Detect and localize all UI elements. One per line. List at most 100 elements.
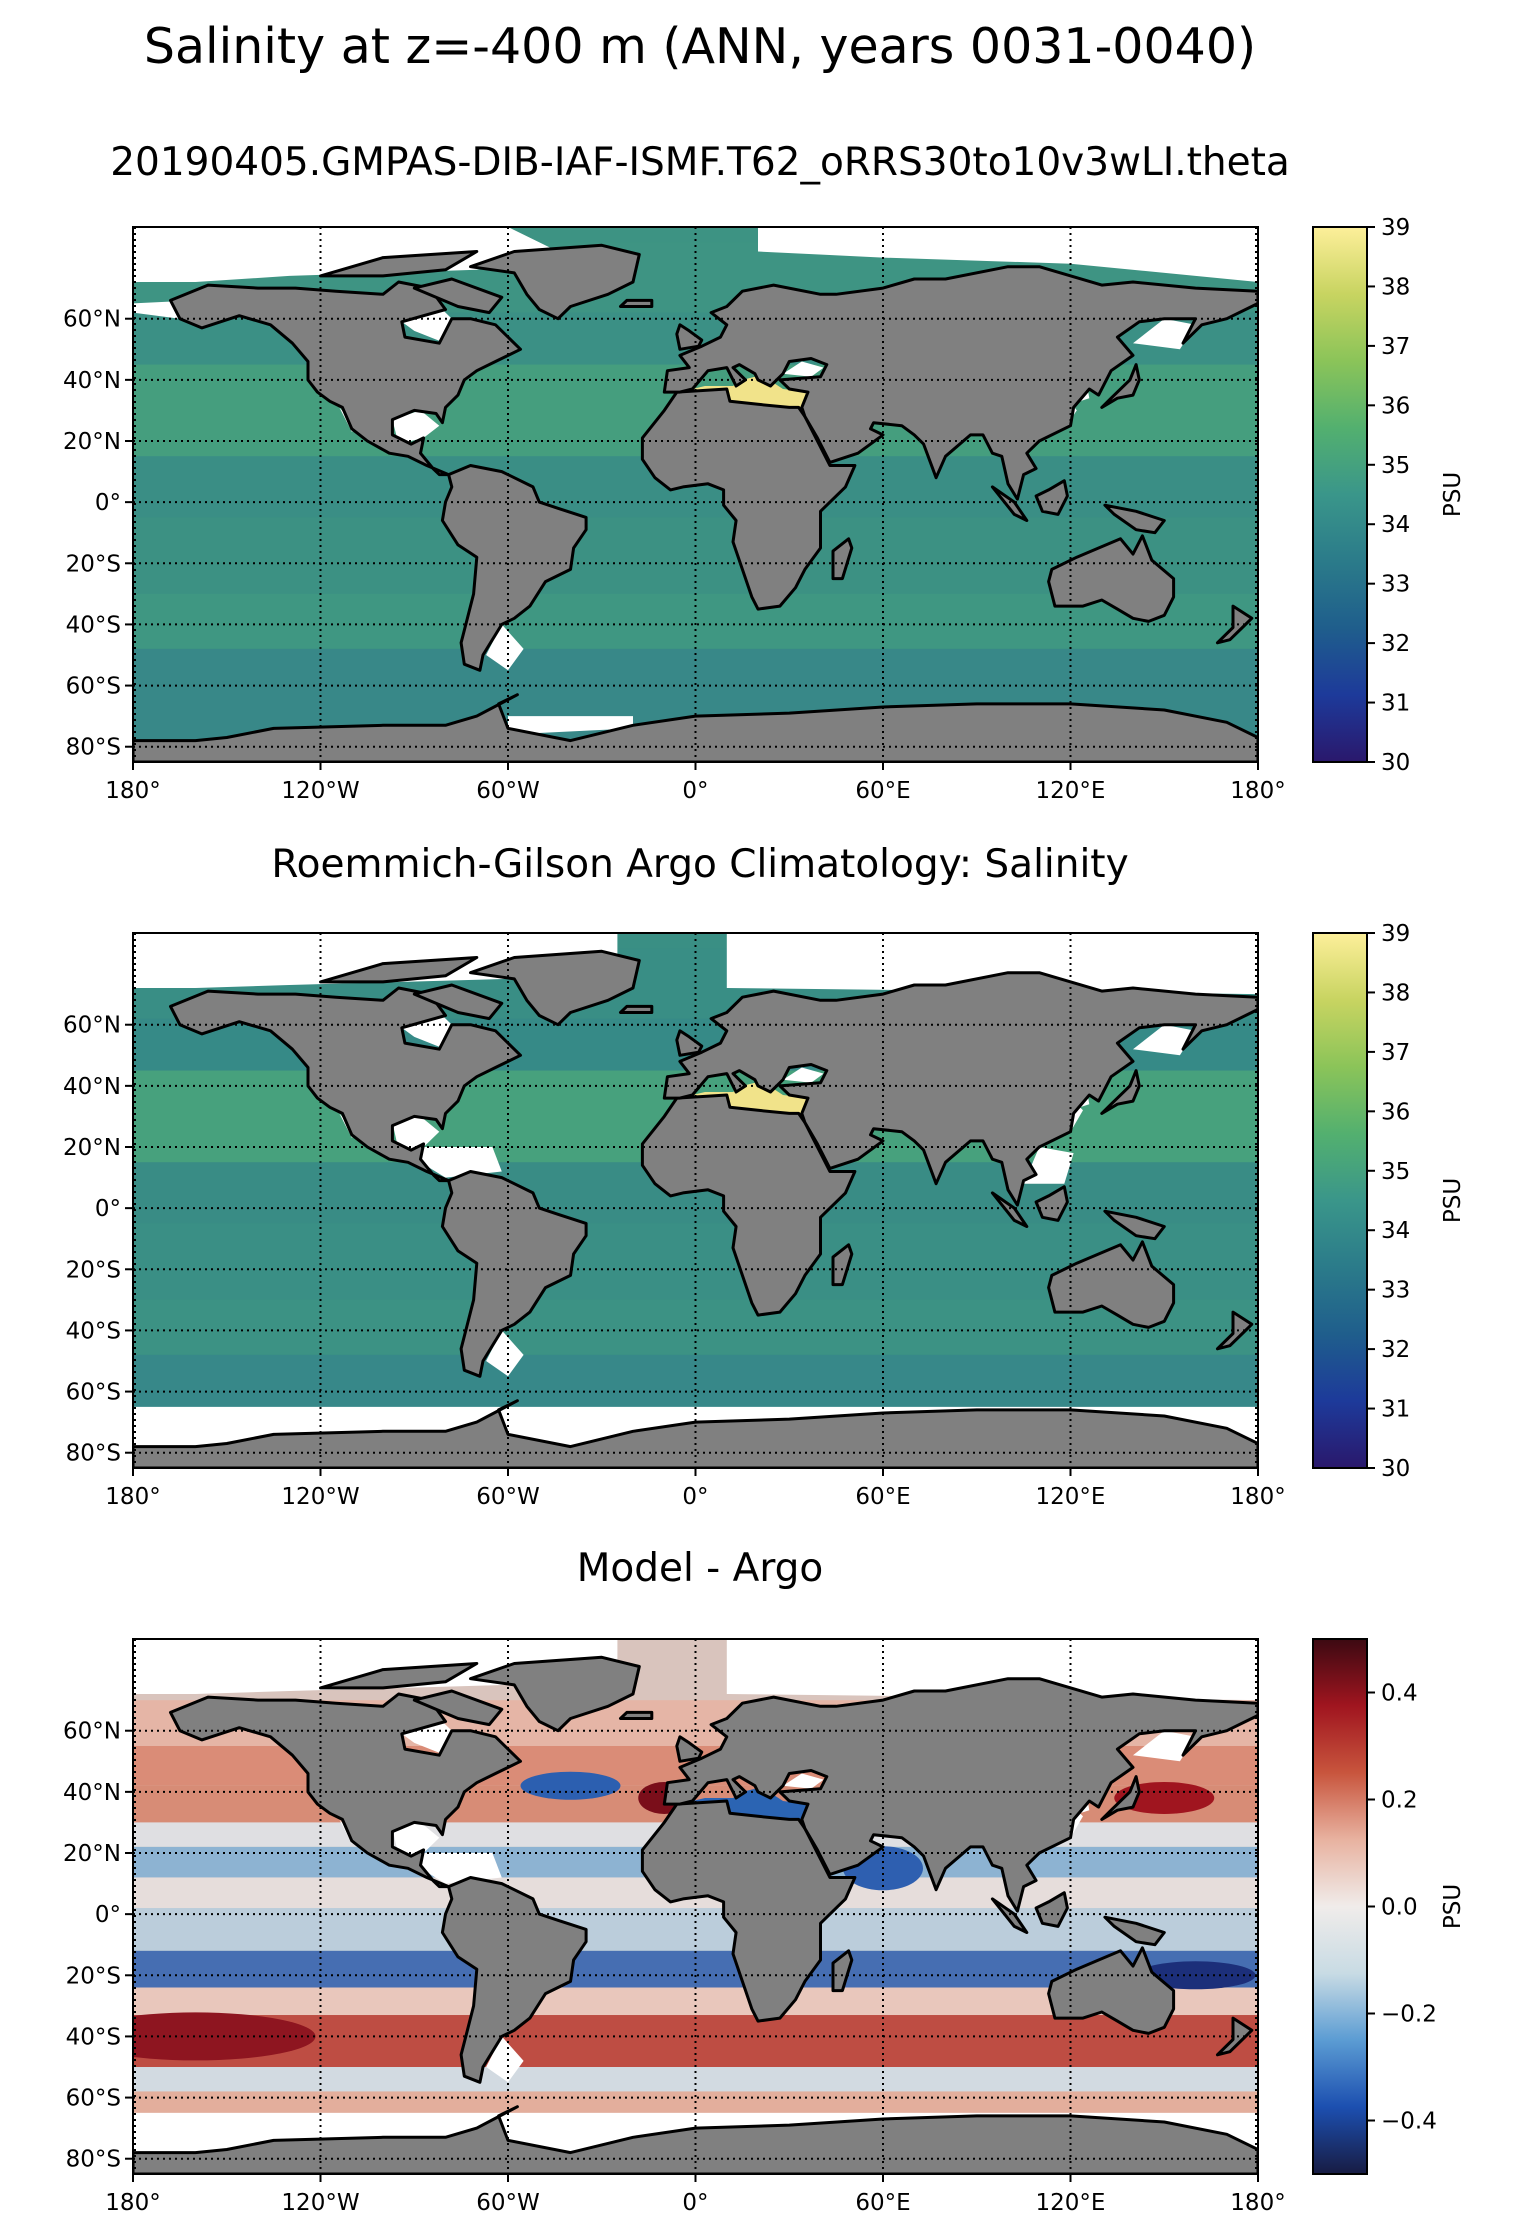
lat-tick-label: 20°S [66,1963,121,1989]
colorbar-tick-label: 39 [1381,215,1410,241]
colorbar-tick-label: 32 [1381,631,1410,657]
colorbar-tick-label: −0.4 [1381,2109,1437,2135]
lon-tick-label: 120°W [281,1484,359,1510]
colorbar-tick-label: 31 [1381,691,1410,717]
land-new-guinea [1103,503,1166,535]
lat-tick-label: 20°S [66,551,121,577]
land-sumatra [990,1897,1029,1934]
colorbar-tick-label: 36 [1381,393,1410,419]
lat-tick-label: 40°N [63,368,121,394]
lat-tick-label: 40°S [66,1318,121,1344]
no-data-gulf-of-mexico-white [392,410,440,445]
lat-tick-label: 80°S [66,2147,121,2173]
no-data-sea-of-okhotsk [1133,318,1196,350]
land-borneo [1034,479,1069,516]
land-sumatra [990,485,1029,522]
mediterranean-sea [679,1082,808,1114]
lat-tick-label: 20°N [63,429,121,455]
colorbar-tick-label: 34 [1381,512,1410,538]
no-data-caribbean-white [420,1853,502,1884]
land-arctic-archipelago [319,250,479,278]
colorbar-tick-label: 33 [1381,572,1410,598]
lat-tick-label: 60°N [63,1013,121,1039]
no-data-black-sea [783,361,824,377]
land-greenland [469,243,641,321]
colorbar-tick-label: 37 [1381,334,1410,360]
land-australia [1047,1946,1176,2035]
colorbar-tick-label: 30 [1381,750,1410,776]
map-panel-1: 60°N 40°N 20°N 0° 20°S 40°S 60°S 80°S 180° 120°W 6… [63,215,1466,804]
lon-tick-label: 0° [682,1484,708,1510]
land-borneo [1034,1185,1069,1222]
land-south-america [440,1876,588,2084]
land-new-guinea [1103,1915,1166,1947]
colorbar-tick-label: 0.4 [1381,1681,1418,1707]
land-baffin-island [412,983,504,1021]
no-data-sea-of-okhotsk [1133,1024,1196,1056]
panel-3-title: Model - Argo [576,1546,824,1591]
land-north-america [169,1692,522,1889]
colorbar-label: PSU [1440,472,1466,517]
land-south-america [440,1170,588,1378]
land-japan [1100,363,1141,409]
no-data-sea-of-okhotsk [1133,1730,1196,1762]
land-antarctica [133,693,1258,762]
map-panel-2: 60°N 40°N 20°N 0° 20°S 40°S 60°S 80°S 180° 120°W 6… [63,921,1466,1510]
no-data-arctic-white-1 [133,227,571,282]
lon-tick-label: 60°W [476,2190,540,2216]
no-data-patagonia-shelf-white [486,2036,524,2083]
land-north-america [169,280,522,477]
colorbar-tick-label: 38 [1381,980,1410,1006]
figure-title: Salinity at z=-400 m (ANN, years 0031-00… [143,18,1257,75]
colorbar-tick-label: 38 [1381,274,1410,300]
colorbar-tick-label: 37 [1381,1040,1410,1066]
lat-tick-label: 20°N [63,1135,121,1161]
land-japan [1100,1775,1141,1821]
colorbar [1312,1638,1368,2175]
lat-tick-label: 40°S [66,2024,121,2050]
lat-tick-label: 0° [95,1902,121,1928]
land-britain [675,1029,704,1057]
anomaly-feature [520,1771,621,1800]
lon-tick-label: 180° [1230,778,1285,804]
lat-tick-label: 60°S [66,1380,121,1406]
land-greenland [469,1655,641,1733]
land-new-guinea [1103,1209,1166,1241]
lon-tick-label: 60°E [855,1484,910,1510]
field-band [133,2067,1258,2092]
colorbar-tick-label: 36 [1381,1099,1410,1125]
lat-tick-label: 40°S [66,612,121,638]
colorbar-label: PSU [1440,1178,1466,1223]
colorbar-tick-label: 35 [1381,453,1410,479]
colorbar-tick-label: 33 [1381,1278,1410,1304]
no-data-weddell-white [508,716,633,735]
colorbar-tick-label: 35 [1381,1159,1410,1185]
land-antarctica [133,2105,1258,2174]
lon-tick-label: 60°E [855,778,910,804]
land-iceland [619,298,654,308]
no-data-patagonia-shelf-white [486,1330,524,1377]
panel-1-title: 20190405.GMPAS-DIB-IAF-ISMF.T62_oRRS30to… [110,140,1290,185]
lat-tick-label: 40°N [63,1074,121,1100]
lat-tick-label: 60°N [63,307,121,333]
lat-tick-label: 0° [95,1196,121,1222]
lat-tick-label: 60°S [66,674,121,700]
colorbar-tick-label: 0.2 [1381,1788,1418,1814]
lat-tick-label: 60°N [63,1719,121,1745]
colorbar [1312,226,1368,763]
lat-tick-label: 80°S [66,1441,121,1467]
land-madagascar [831,1949,854,1993]
lon-tick-label: 120°E [1036,2190,1106,2216]
colorbar-tick-label: 39 [1381,921,1410,947]
land-borneo [1034,1891,1069,1928]
colorbar-tick-label: 34 [1381,1218,1410,1244]
lon-tick-label: 180° [105,778,160,804]
lat-tick-label: 80°S [66,735,121,761]
lon-tick-label: 120°W [281,778,359,804]
land-new-zealand [1215,604,1254,645]
land-japan [1100,1069,1141,1115]
lat-tick-label: 0° [95,490,121,516]
no-data-caribbean-white [420,1147,502,1178]
panel-2-title: Roemmich-Gilson Argo Climatology: Salini… [271,842,1129,887]
